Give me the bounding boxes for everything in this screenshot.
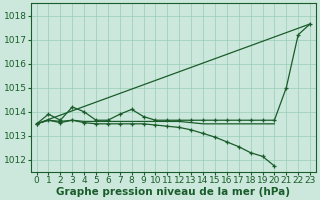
X-axis label: Graphe pression niveau de la mer (hPa): Graphe pression niveau de la mer (hPa) — [56, 187, 290, 197]
